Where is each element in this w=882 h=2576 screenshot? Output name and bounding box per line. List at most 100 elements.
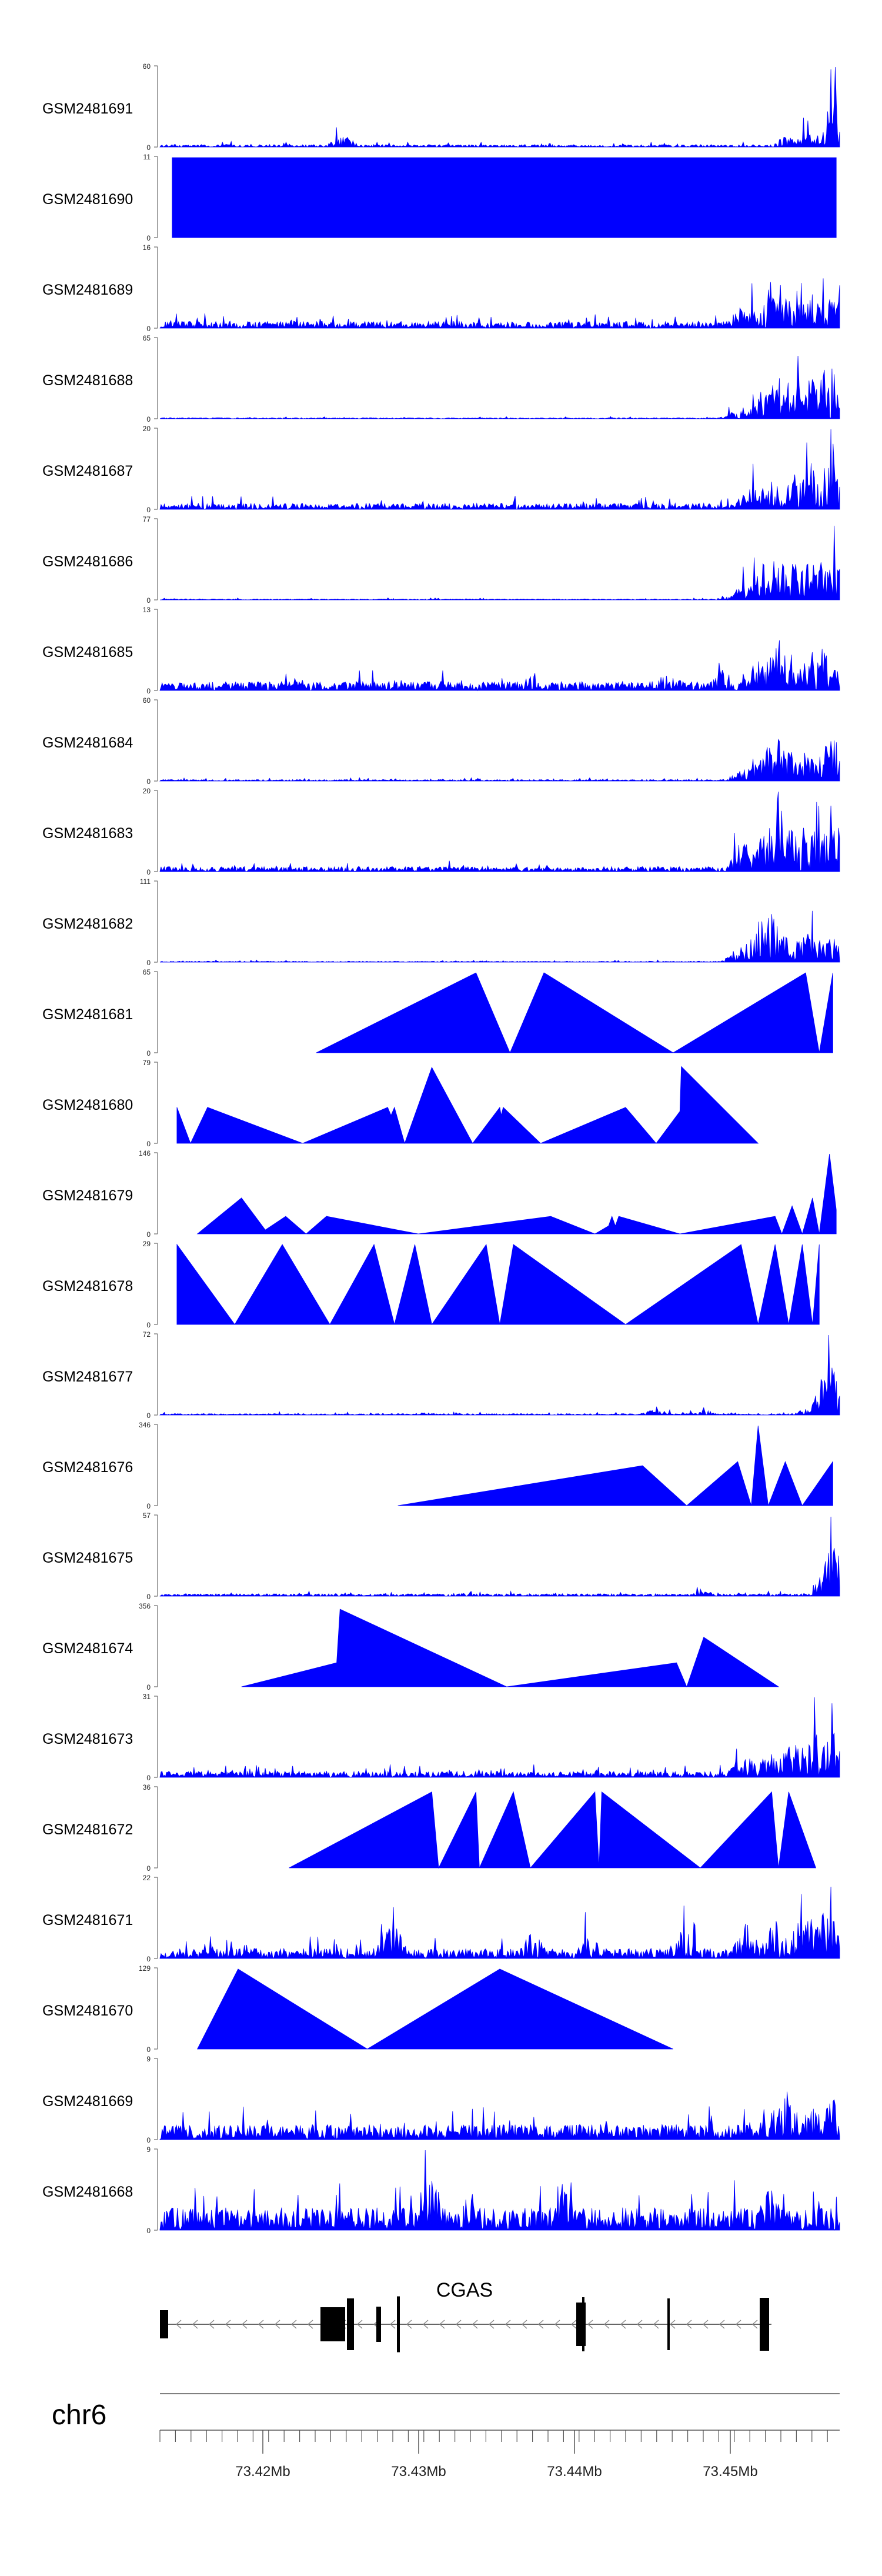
coverage-area (159, 791, 840, 873)
strand-arrow-icon (307, 2320, 313, 2329)
track-label: GSM2481685 (42, 644, 133, 660)
y-zero-label: 0 (146, 596, 151, 605)
track: GSM2481669 9 0 (42, 2055, 840, 2144)
exon-block (397, 2296, 400, 2353)
track: GSM2481688 65 0 (42, 334, 840, 423)
strand-arrow-icon (290, 2320, 297, 2329)
y-max-label: 22 (143, 1874, 151, 1882)
track-label: GSM2481686 (42, 553, 133, 570)
y-max-label: 60 (143, 696, 151, 705)
track: GSM2481689 16 0 (42, 243, 840, 333)
y-zero-label: 0 (146, 1683, 151, 1691)
strand-arrow-icon (537, 2320, 544, 2329)
coverage-area (159, 66, 840, 148)
coverage-area (159, 2150, 840, 2231)
gene-label: CGAS (436, 2279, 493, 2301)
y-max-label: 79 (143, 1059, 151, 1067)
y-zero-label: 0 (146, 1321, 151, 1329)
strand-arrow-icon (570, 2320, 577, 2329)
exon-block (320, 2307, 345, 2341)
strand-arrow-icon (587, 2320, 593, 2329)
track: GSM2481668 9 0 (42, 2145, 840, 2235)
strand-arrow-icon (274, 2320, 280, 2329)
strand-arrow-icon (241, 2320, 248, 2329)
y-max-label: 31 (143, 1693, 151, 1701)
coverage-area (159, 1516, 840, 1597)
strand-arrow-icon (653, 2320, 659, 2329)
strand-arrow-icon (719, 2320, 725, 2329)
track: GSM2481676 346 0 (42, 1421, 833, 1510)
coverage-area (159, 1334, 840, 1416)
track-label: GSM2481668 (42, 2184, 133, 2200)
exon-block (582, 2297, 584, 2351)
coverage-area (196, 1968, 673, 2050)
coverage-area (159, 355, 840, 419)
coverage-area (159, 429, 840, 510)
y-max-label: 72 (143, 1330, 151, 1339)
y-max-label: 60 (143, 62, 151, 71)
track-label: GSM2481673 (42, 1731, 133, 1747)
coverage-area (172, 157, 837, 238)
y-zero-label: 0 (146, 1140, 151, 1148)
genome-axis-track: chr6 73.42Mb 73.43Mb 73.44Mb 73.45Mb (52, 2393, 840, 2480)
y-max-label: 11 (143, 153, 151, 161)
exon-block (760, 2298, 769, 2351)
strand-arrow-icon (751, 2320, 758, 2329)
track-label: GSM2481672 (42, 1821, 133, 1838)
coverage-area (159, 1886, 840, 1960)
coverage-area (397, 1425, 833, 1506)
strand-arrow-icon (455, 2320, 462, 2329)
track-label: GSM2481682 (42, 916, 133, 932)
y-zero-label: 0 (146, 325, 151, 333)
track-label: GSM2481676 (42, 1459, 133, 1476)
y-max-label: 356 (139, 1602, 151, 1610)
y-zero-label: 0 (146, 2136, 151, 2144)
coverage-area (159, 1697, 840, 1778)
y-zero-label: 0 (146, 1593, 151, 1601)
coverage-area (241, 1609, 780, 1688)
coverage-area (159, 278, 840, 329)
track: GSM2481670 129 0 (42, 1964, 673, 2054)
strand-arrow-icon (488, 2320, 495, 2329)
coverage-area (176, 1243, 820, 1326)
track: GSM2481679 146 0 (42, 1149, 837, 1239)
coverage-area (159, 525, 840, 600)
track: GSM2481674 356 0 (42, 1602, 780, 1691)
y-max-label: 29 (143, 1240, 151, 1248)
track-label: GSM2481691 (42, 101, 133, 117)
y-zero-label: 0 (146, 1412, 151, 1420)
track: GSM2481691 60 0 (42, 62, 840, 152)
strand-arrow-icon (554, 2320, 560, 2329)
track: GSM2481671 22 0 (42, 1874, 840, 1963)
track: GSM2481682 111 0 (42, 877, 840, 967)
y-zero-label: 0 (146, 778, 151, 786)
coverage-area (159, 739, 840, 782)
coverage-area (316, 972, 833, 1054)
exon-block (376, 2307, 381, 2342)
track-label: GSM2481681 (42, 1006, 133, 1023)
strand-arrow-icon (439, 2320, 445, 2329)
y-zero-label: 0 (146, 144, 151, 152)
track-label: GSM2481671 (42, 1912, 133, 1928)
track: GSM2481677 72 0 (42, 1330, 840, 1420)
strand-arrow-icon (735, 2320, 741, 2329)
y-max-label: 346 (139, 1421, 151, 1429)
strand-arrow-icon (636, 2320, 643, 2329)
strand-arrow-icon (192, 2320, 198, 2329)
axis-tick-label: 73.42Mb (235, 2464, 290, 2480)
axis-tick-label: 73.45Mb (703, 2464, 757, 2480)
y-max-label: 13 (143, 606, 151, 614)
strand-arrow-icon (356, 2320, 363, 2329)
strand-arrow-icon (422, 2320, 429, 2329)
track: GSM2481683 20 0 (42, 787, 840, 876)
track-label: GSM2481670 (42, 2003, 133, 2019)
coverage-area (196, 1153, 837, 1235)
track: GSM2481686 77 0 (42, 515, 840, 605)
y-max-label: 9 (146, 2145, 151, 2154)
strand-arrow-icon (620, 2320, 626, 2329)
y-zero-label: 0 (146, 234, 151, 242)
y-max-label: 77 (143, 515, 151, 523)
strand-arrow-icon (521, 2320, 527, 2329)
y-zero-label: 0 (146, 506, 151, 514)
